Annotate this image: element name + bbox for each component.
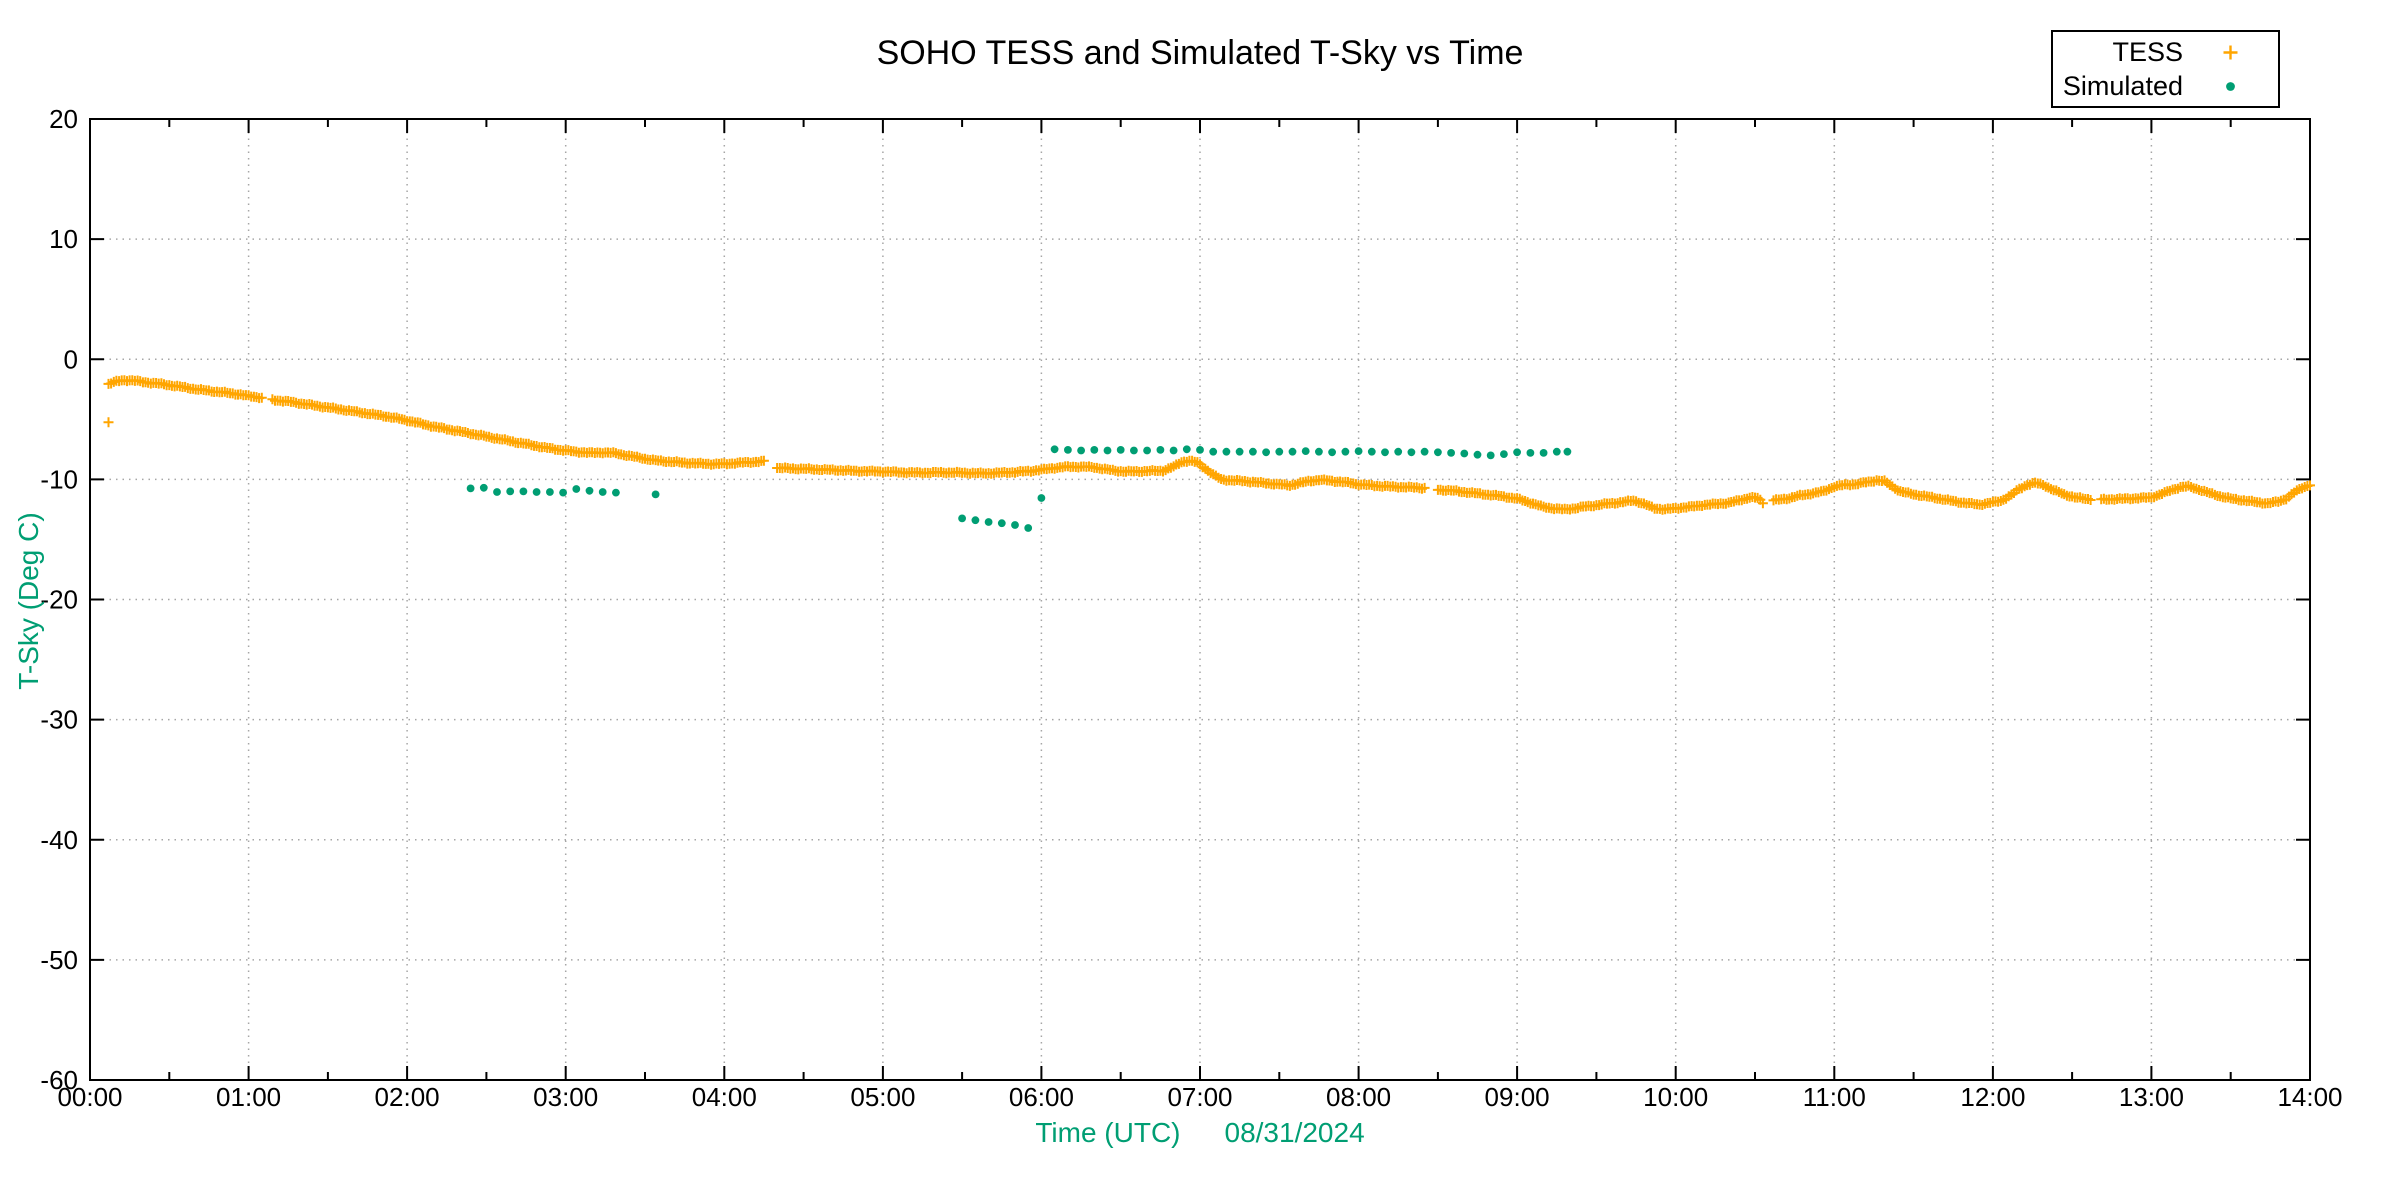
svg-text:-10: -10 — [40, 464, 78, 494]
svg-text:09:00: 09:00 — [1485, 1082, 1550, 1112]
tess-series — [103, 375, 2315, 515]
x-axis-date: 08/31/2024 — [1224, 1117, 1365, 1148]
svg-text:-40: -40 — [40, 825, 78, 855]
legend: TESS Simulated — [2051, 30, 2280, 108]
svg-text:00:00: 00:00 — [57, 1082, 122, 1112]
svg-text:02:00: 02:00 — [375, 1082, 440, 1112]
plus-icon — [2183, 44, 2278, 61]
svg-text:07:00: 07:00 — [1167, 1082, 1232, 1112]
svg-text:14:00: 14:00 — [2277, 1082, 2342, 1112]
x-axis-label-text: Time (UTC) — [1035, 1117, 1181, 1148]
svg-text:20: 20 — [49, 104, 78, 134]
svg-text:-60: -60 — [40, 1065, 78, 1095]
legend-entry-tess: TESS — [2053, 35, 2278, 69]
page-title: SOHO TESS and Simulated T-Sky vs Time — [876, 34, 1524, 72]
svg-text:10:00: 10:00 — [1643, 1082, 1708, 1112]
y-axis-label: T-Sky (Deg C) — [13, 512, 44, 690]
x-axis-label: Time (UTC) 08/31/2024 — [0, 1117, 2400, 1149]
svg-text:-30: -30 — [40, 705, 78, 735]
svg-text:05:00: 05:00 — [850, 1082, 915, 1112]
svg-text:-50: -50 — [40, 945, 78, 975]
simulated-series — [466, 445, 1572, 532]
legend-label-simulated: Simulated — [2062, 71, 2183, 101]
dot-icon — [2183, 78, 2278, 95]
svg-text:06:00: 06:00 — [1009, 1082, 1074, 1112]
svg-text:-20: -20 — [40, 585, 78, 615]
svg-text:13:00: 13:00 — [2119, 1082, 2184, 1112]
legend-label-tess: TESS — [2112, 37, 2183, 67]
plot-border — [89, 118, 2311, 1081]
legend-entry-simulated: Simulated — [2053, 69, 2278, 103]
svg-text:04:00: 04:00 — [692, 1082, 757, 1112]
grid-lines — [90, 119, 2310, 1080]
y-tick-labels: 20 10 0 -10 -20 -30 -40 -50 -60 — [40, 104, 78, 1095]
svg-text:01:00: 01:00 — [216, 1082, 281, 1112]
svg-text:10: 10 — [49, 224, 78, 254]
svg-text:12:00: 12:00 — [1960, 1082, 2025, 1112]
svg-text:0: 0 — [64, 344, 78, 374]
svg-text:03:00: 03:00 — [533, 1082, 598, 1112]
svg-text:08:00: 08:00 — [1326, 1082, 1391, 1112]
svg-text:11:00: 11:00 — [1803, 1082, 1866, 1112]
x-tick-labels: 00:00 01:00 02:00 03:00 04:00 05:00 06:00 07:00… — [57, 1082, 2342, 1112]
